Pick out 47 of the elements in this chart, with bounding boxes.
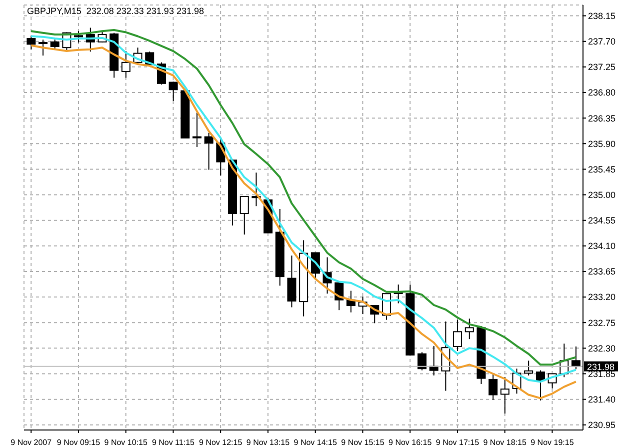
y-tick-label: 235.45	[588, 164, 616, 174]
x-tick-label: 9 Nov 16:15	[388, 438, 432, 447]
candlestick	[204, 132, 214, 170]
candlestick	[500, 376, 510, 414]
x-tick-label: 9 Nov 17:15	[436, 438, 480, 447]
x-tick-label: 9 Nov 13:15	[246, 438, 290, 447]
candlestick	[240, 196, 249, 236]
candlestick	[536, 370, 545, 401]
y-tick-label: 231.40	[588, 394, 616, 405]
y-tick-label: 238.15	[588, 10, 616, 21]
candlestick	[524, 360, 534, 376]
x-tick-label: 9 Nov 18:15	[483, 438, 527, 447]
y-tick-label: 235.90	[588, 138, 616, 149]
x-tick-label: 9 Nov 2007	[10, 438, 52, 447]
y-tick-label: 234.55	[588, 216, 616, 226]
y-tick-label: 237.70	[588, 36, 616, 47]
y-tick-label: 232.75	[588, 318, 616, 328]
candlestick	[464, 318, 474, 340]
x-tick-label: 9 Nov 15:15	[341, 438, 385, 447]
candlestick	[74, 30, 84, 43]
candlestick	[121, 50, 130, 78]
y-tick-label: 237.25	[588, 62, 616, 72]
y-tick-label: 235.00	[588, 190, 616, 200]
candlestick	[453, 319, 462, 352]
y-tick-label: 236.35	[588, 113, 616, 124]
candlestick	[38, 39, 48, 56]
candlestick	[287, 255, 296, 308]
y-tick-label: 233.65	[588, 266, 616, 277]
x-tick-label: 9 Nov 19:15	[530, 438, 574, 447]
candlestick	[488, 372, 498, 400]
x-tick-label: 9 Nov 11:15	[152, 438, 196, 447]
candlestick	[26, 36, 36, 50]
x-tick-label: 9 Nov 14:15	[294, 438, 338, 447]
x-tick-label: 9 Nov 10:15	[104, 438, 148, 447]
y-tick-label: 234.10	[588, 241, 616, 252]
candlestick	[168, 81, 178, 102]
y-tick-label: 236.80	[588, 88, 616, 98]
x-tick-label: 9 Nov 09:15	[56, 438, 101, 447]
candlestick	[50, 39, 60, 50]
y-tick-label: 230.95	[588, 420, 616, 430]
x-tick-label: 9 Nov 12:15	[199, 438, 243, 447]
ref-line-label: 231.98	[587, 362, 615, 372]
candlestick	[418, 352, 427, 371]
chart-title: GBPJPY,M15 232.08 232.33 231.93 231.98	[27, 6, 204, 16]
candlestick	[571, 346, 580, 370]
y-tick-label: 232.30	[588, 343, 616, 354]
y-tick-label: 233.20	[588, 292, 616, 302]
